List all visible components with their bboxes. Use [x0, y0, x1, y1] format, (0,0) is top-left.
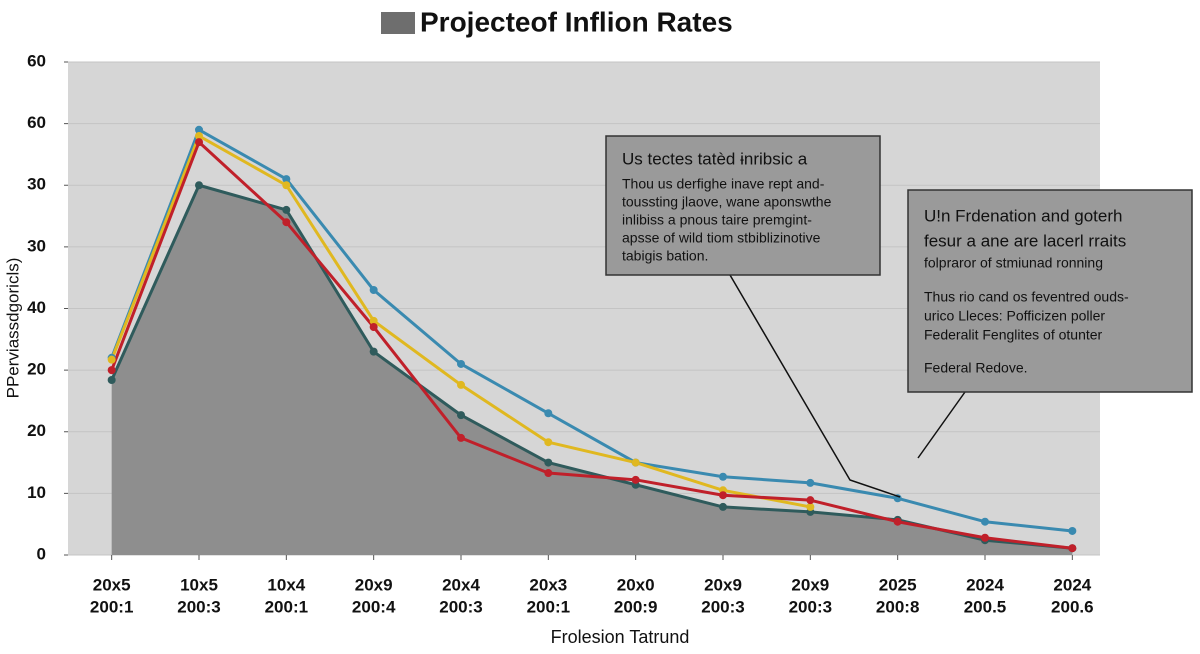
point — [195, 125, 203, 134]
point — [981, 533, 989, 542]
point — [544, 409, 553, 418]
x-tick-label: 20x0 — [617, 575, 655, 594]
x-tick-label: 10x4 — [267, 575, 305, 594]
point — [195, 131, 203, 140]
annotation-text: toussting jlaove, wane aponswthe — [622, 194, 832, 210]
x-axis-label: Frolesion Tatrund — [551, 627, 690, 647]
annotation-text: tabigis bation. — [622, 248, 708, 264]
x-tick-label: 200:1 — [265, 597, 308, 616]
x-tick-label: 200:4 — [352, 597, 396, 616]
x-tick-label: 200:8 — [876, 597, 919, 616]
plot: 0 10 20 20 40 30 30 60 60 20x5 200:1 10x5 200:3 10x4 2… — [27, 51, 1100, 616]
point — [282, 218, 291, 227]
point — [107, 375, 116, 384]
x-tick-label: 20x5 — [93, 575, 131, 594]
x-tick-label: 200:1 — [90, 597, 133, 616]
annotation-pointer — [917, 391, 966, 459]
x-tick-label: 200:1 — [527, 597, 570, 616]
point — [806, 496, 815, 505]
point — [457, 433, 465, 442]
point — [544, 438, 553, 447]
x-tick-label: 2024 — [966, 575, 1004, 594]
point — [282, 205, 291, 214]
y-tick-label: 10 — [27, 483, 46, 502]
x-tick-label: 20x9 — [355, 575, 393, 594]
annotation-text: Federalit Fenglites of otunter — [924, 327, 1103, 343]
chart-title: Projecteof Inflion Rates — [420, 6, 733, 37]
annotation-text: apsse of wild tiom stbiblizinotive — [622, 230, 821, 246]
point — [631, 458, 640, 467]
point — [806, 502, 815, 511]
y-tick-label: 0 — [37, 544, 46, 563]
point — [107, 366, 116, 375]
y-tick-label: 20 — [27, 421, 46, 440]
point — [369, 316, 378, 325]
x-tick-label: 2025 — [879, 575, 917, 594]
y-tick-label: 40 — [27, 298, 46, 317]
x-tick-label: 200:3 — [789, 597, 832, 616]
y-tick-label: 20 — [27, 360, 46, 379]
x-tick-label: 20x9 — [791, 575, 829, 594]
line — [110, 140, 1073, 550]
annotation-box — [907, 189, 1193, 393]
point — [369, 286, 378, 295]
line — [110, 128, 1073, 533]
annotation-pointer — [729, 274, 901, 498]
y-tick-label: 60 — [27, 113, 46, 132]
area — [111, 185, 1073, 555]
point — [719, 491, 727, 500]
point — [719, 472, 727, 481]
annotation-text: urico Lleces: Pofficizen poller — [924, 308, 1105, 324]
y-tick-label: 30 — [27, 175, 46, 194]
x-tick-label: 200.5 — [964, 597, 1007, 616]
point — [369, 322, 378, 331]
annotation-text: inlibiss a pnous taire premgint- — [622, 212, 812, 228]
annotation-title: U!n Frdenation and goterh — [924, 206, 1122, 225]
x-tick-label: 20x4 — [442, 575, 480, 594]
point — [1068, 526, 1077, 535]
point — [457, 411, 465, 420]
point — [457, 380, 465, 389]
annotation-box — [605, 135, 881, 276]
point — [369, 347, 378, 356]
title-icon — [381, 12, 415, 34]
annotation-title: Us tectes tatèd ɨnribsic a — [622, 149, 808, 168]
annotation: Us tectes tatèd ɨnribsic a Thou us derfi… — [605, 135, 881, 276]
point — [1068, 544, 1077, 553]
x-tick-label: 20x3 — [529, 575, 567, 594]
point — [544, 458, 553, 467]
point — [719, 502, 727, 511]
y-tick-label: 60 — [27, 51, 46, 70]
annotation-text: Federal Redove. — [924, 360, 1028, 376]
x-tick-label: 200:3 — [701, 597, 744, 616]
x-tick-label: 2024 — [1053, 575, 1091, 594]
point — [544, 469, 553, 478]
y-tick-label: 30 — [27, 236, 46, 255]
point — [195, 181, 203, 190]
point — [893, 517, 902, 526]
point — [282, 175, 291, 184]
annotation: U!n Frdenation and goterh fesur a ane ar… — [907, 189, 1193, 393]
annotation-text: folpraror of stmiunad ronning — [924, 255, 1103, 271]
annotation-text: Thus rio cand os feventred ouds- — [924, 289, 1129, 305]
y-axis-label: PPerviassdgoricls) — [3, 258, 22, 399]
annotation-subtitle: fesur a ane are lacerl rraits — [924, 231, 1126, 250]
x-tick-label: 10x5 — [180, 575, 218, 594]
point — [981, 517, 989, 526]
point — [195, 138, 203, 147]
x-tick-label: 200:3 — [177, 597, 220, 616]
point — [282, 181, 291, 190]
point — [107, 355, 116, 364]
x-tick-label: 200:9 — [614, 597, 657, 616]
point — [631, 475, 640, 484]
x-tick-label: 200.6 — [1051, 597, 1094, 616]
annotation-text: Thou us derfighe inave rept and- — [622, 176, 825, 192]
x-tick-label: 200:3 — [439, 597, 482, 616]
point — [457, 359, 465, 368]
x-tick-label: 20x9 — [704, 575, 742, 594]
point — [806, 478, 815, 487]
